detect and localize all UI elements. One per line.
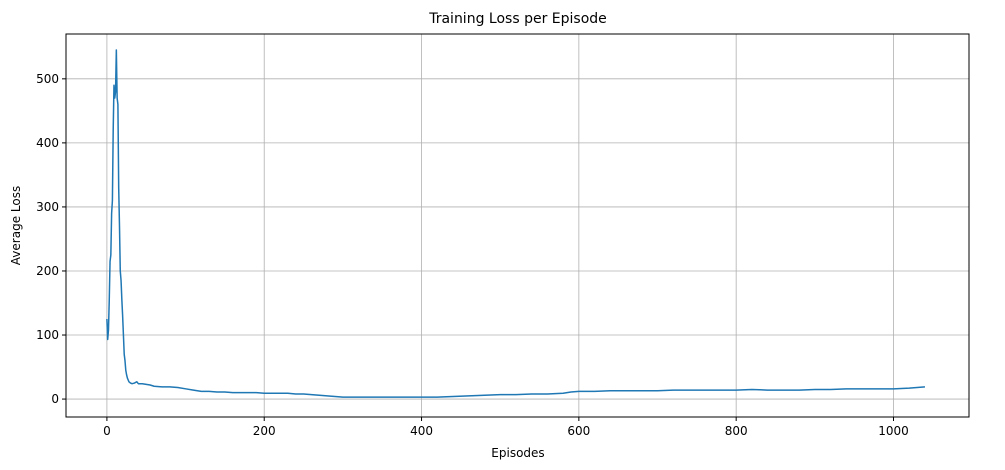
grid-lines bbox=[66, 34, 969, 417]
plot-frame bbox=[65, 33, 970, 418]
x-axis-label: Episodes bbox=[491, 446, 544, 460]
x-tick-label: 0 bbox=[103, 424, 111, 438]
x-tick-label: 200 bbox=[253, 424, 276, 438]
y-axis-ticks: 0 100 200 300 400 500 bbox=[36, 72, 66, 406]
y-axis-label: Average Loss bbox=[9, 186, 23, 265]
y-tick-label: 100 bbox=[36, 328, 59, 342]
x-tick-label: 400 bbox=[410, 424, 433, 438]
y-tick-label: 0 bbox=[51, 392, 59, 406]
y-tick-label: 400 bbox=[36, 136, 59, 150]
y-tick-label: 300 bbox=[36, 200, 59, 214]
series-line bbox=[106, 49, 926, 398]
x-tick-label: 1000 bbox=[878, 424, 909, 438]
x-tick-label: 800 bbox=[725, 424, 748, 438]
y-tick-label: 200 bbox=[36, 264, 59, 278]
x-tick-label: 600 bbox=[567, 424, 590, 438]
y-tick-label: 500 bbox=[36, 72, 59, 86]
chart-title: Training Loss per Episode bbox=[428, 11, 607, 27]
series-layer bbox=[106, 49, 926, 398]
x-axis-ticks: 0 200 400 600 800 1000 bbox=[103, 417, 909, 438]
